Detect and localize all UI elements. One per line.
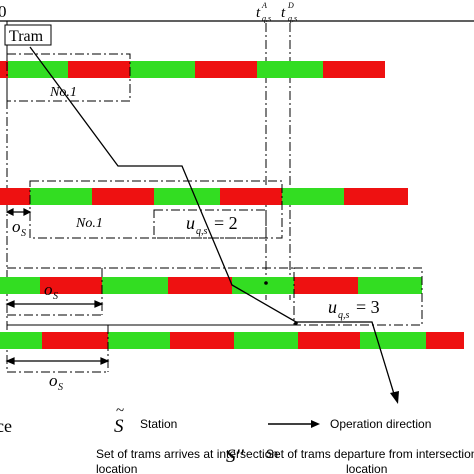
legend-departs-line1: Set of trams departure from intersection [266, 447, 474, 461]
svg-text:S: S [53, 291, 58, 302]
row4-red-segment [42, 332, 108, 349]
row4-red-segment [170, 332, 234, 349]
legend-direction-label: Operation direction [330, 417, 431, 431]
row3-green-segment [232, 277, 294, 294]
row4-green-segment [360, 332, 426, 349]
trajectory-arrowhead [390, 391, 399, 404]
row2-green-segment [282, 188, 344, 205]
row3-os-label: o S [44, 280, 58, 302]
signal-row-1 [0, 61, 385, 78]
svg-text:o: o [12, 217, 21, 236]
row1-red-segment [195, 61, 257, 78]
svg-text:q,s: q,s [288, 14, 297, 23]
row3-right-box [293, 267, 423, 326]
uqs2-label: u q,s = 2 [186, 213, 238, 237]
row1-green-segment [257, 61, 323, 78]
tram-label: Tram [9, 28, 44, 45]
row4-red-segment [426, 332, 464, 349]
legend-station-label: Station [140, 417, 177, 431]
row3-red-segment [168, 277, 232, 294]
row1-green-segment [8, 61, 68, 78]
tA-label: t A q,s [256, 1, 271, 23]
row2-red-segment [0, 188, 30, 205]
row2-no1-label: No.1 [75, 216, 103, 231]
signal-row-2 [0, 188, 408, 205]
legend-direction-arrowhead [311, 420, 320, 428]
row4-green-segment [234, 332, 298, 349]
row3-red-segment [40, 277, 102, 294]
svg-text:t: t [281, 5, 286, 21]
row2-red-segment [220, 188, 282, 205]
row2-right-box [153, 209, 267, 239]
row3-red-segment [294, 277, 358, 294]
row3-green-segment [0, 277, 40, 294]
row2-os-arrowhead-left [5, 208, 14, 216]
tram-trajectory [29, 46, 395, 395]
row4-trajectory-dot [294, 321, 298, 325]
svg-text:q,s: q,s [262, 14, 271, 23]
legend-arrives-line2: location [96, 462, 137, 474]
svg-text:o: o [49, 371, 58, 390]
svg-text:S: S [114, 416, 124, 437]
row4-green-segment [0, 332, 42, 349]
svg-text:q,s: q,s [196, 226, 208, 237]
origin-label: 0 [0, 2, 7, 21]
tD-label: t D q,s [281, 1, 297, 23]
row4-red-segment [298, 332, 360, 349]
row3-os-arrowhead-left [5, 300, 15, 308]
svg-text:S: S [58, 382, 63, 393]
row2-os-label: o S [12, 217, 26, 239]
row2-green-segment [154, 188, 220, 205]
row4-os-label: o S [49, 371, 63, 393]
uqs3-label: u q,s = 3 [328, 297, 380, 321]
legend-partial-label: ce [0, 416, 12, 436]
row3-green-segment [358, 277, 422, 294]
svg-text:u: u [186, 213, 195, 233]
row4-os-arrowhead-right [100, 357, 110, 365]
svg-text:A: A [261, 1, 267, 10]
row4-green-segment [108, 332, 170, 349]
svg-text:~: ~ [116, 403, 124, 419]
tram-label-box [4, 24, 52, 46]
row3-os-arrowhead-right [94, 300, 104, 308]
row2-group-box [29, 180, 283, 239]
svg-text:= 2: = 2 [214, 213, 238, 233]
row3-green-segment [102, 277, 168, 294]
legend-departs-symbol: S'' [226, 446, 245, 467]
row1-red-segment [68, 61, 130, 78]
svg-text:S: S [21, 228, 26, 239]
svg-text:D: D [287, 1, 294, 10]
legend-departs-line2: location [346, 462, 387, 474]
row2-os-arrowhead-right [23, 208, 32, 216]
legend-arrives-line1: Set of trams arrives at intersection [96, 447, 278, 461]
signal-row-4 [0, 332, 464, 349]
row3-trajectory-dot [264, 281, 268, 285]
row1-red-segment [323, 61, 385, 78]
svg-text:= 3: = 3 [356, 297, 380, 317]
row2-red-segment [92, 188, 154, 205]
svg-text:t: t [256, 5, 261, 21]
row2-green-segment [30, 188, 92, 205]
svg-text:u: u [328, 297, 337, 317]
svg-text:o: o [44, 280, 53, 299]
svg-text:q,s: q,s [338, 310, 350, 321]
row4-os-arrowhead-left [5, 357, 15, 365]
row1-red-segment [0, 61, 8, 78]
row1-green-segment [130, 61, 195, 78]
legend-station-symbol: ~ S [114, 403, 124, 437]
signal-row-3 [0, 277, 422, 294]
row2-red-segment [344, 188, 408, 205]
